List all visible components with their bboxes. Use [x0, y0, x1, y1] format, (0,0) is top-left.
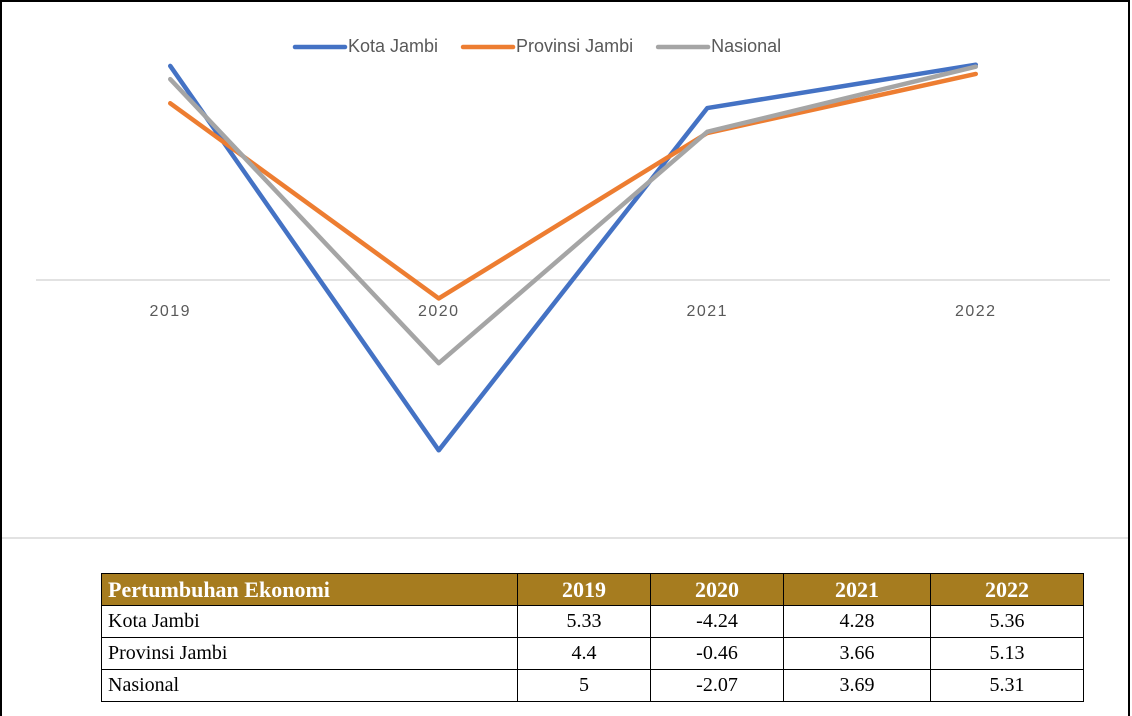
- row-label: Provinsi Jambi: [101, 637, 518, 670]
- value-cell: 3.66: [783, 637, 931, 670]
- data-table: Pertumbuhan Ekonomi 2019 2020 2021 2022 Kota…: [101, 573, 1084, 702]
- value-cell: -0.46: [650, 637, 784, 670]
- legend-label: Nasional: [711, 36, 781, 56]
- row-label: Nasional: [101, 669, 518, 702]
- series-line: [168, 64, 978, 366]
- legend-label: Kota Jambi: [348, 36, 438, 56]
- series-line: [168, 71, 978, 301]
- value-cell: 5.33: [517, 605, 651, 638]
- value-cell: 5.36: [930, 605, 1084, 638]
- table-row: Nasional 5 -2.07 3.69 5.31: [101, 669, 1084, 702]
- header-cell: 2020: [650, 573, 784, 606]
- x-tick-label: 2020: [418, 303, 460, 320]
- header-cell: 2022: [930, 573, 1084, 606]
- value-cell: 5.13: [930, 637, 1084, 670]
- value-cell: -2.07: [650, 669, 784, 702]
- value-cell: 5: [517, 669, 651, 702]
- table-row: Kota Jambi 5.33 -4.24 4.28 5.36: [101, 605, 1084, 638]
- series-line: [168, 62, 978, 453]
- chart: 2019 2020 2021 2022 Kota Jambi Provinsi Jambi…: [2, 36, 1128, 539]
- header-row: Pertumbuhan Ekonomi 2019 2020 2021 2022: [101, 573, 1084, 606]
- table-row: Provinsi Jambi 4.4 -0.46 3.66 5.13: [101, 637, 1084, 670]
- header-cell: 2021: [783, 573, 931, 606]
- value-cell: 4.4: [517, 637, 651, 670]
- row-label: Kota Jambi: [101, 605, 518, 638]
- x-tick-label: 2019: [149, 303, 191, 320]
- header-cell: 2019: [517, 573, 651, 606]
- value-cell: 4.28: [783, 605, 931, 638]
- header-cell: Pertumbuhan Ekonomi: [101, 573, 518, 606]
- value-cell: 5.31: [930, 669, 1084, 702]
- x-tick-label: 2021: [686, 303, 728, 320]
- legend-label: Provinsi Jambi: [516, 36, 633, 56]
- x-tick-label: 2022: [955, 303, 997, 320]
- value-cell: -4.24: [650, 605, 784, 638]
- value-cell: 3.69: [783, 669, 931, 702]
